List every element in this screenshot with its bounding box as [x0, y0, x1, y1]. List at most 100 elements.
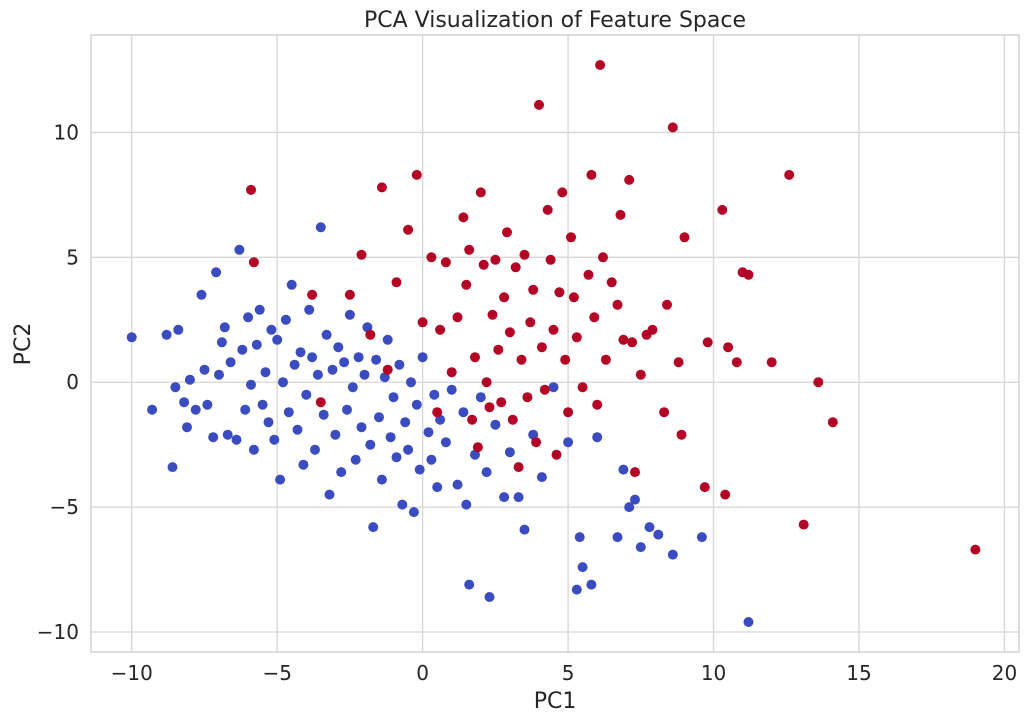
data-point [423, 427, 434, 438]
data-point [519, 524, 530, 535]
data-point [566, 232, 576, 243]
data-point [627, 337, 638, 348]
tick-labels: −10 −5 0 5 10 15 20 −10 −5 0 5 10 [37, 120, 1017, 685]
data-point [359, 369, 370, 380]
data-point [502, 227, 512, 238]
y-tick-label: 5 [66, 245, 79, 269]
data-point [240, 404, 251, 415]
data-point [481, 467, 492, 478]
y-tick-label: 10 [54, 120, 79, 144]
data-point [568, 292, 579, 303]
data-point [452, 479, 463, 490]
data-point [583, 269, 594, 280]
x-tick-label: −10 [111, 661, 153, 685]
data-point [813, 377, 824, 388]
data-point [507, 414, 518, 425]
data-point [161, 329, 172, 340]
data-point [307, 289, 318, 300]
data-point [513, 462, 524, 473]
data-point [280, 314, 291, 325]
data-point [667, 549, 678, 560]
data-point [513, 492, 524, 503]
data-point [784, 169, 795, 180]
data-point [406, 377, 416, 388]
data-point [458, 212, 469, 223]
data-point [426, 454, 437, 465]
data-point [970, 544, 981, 555]
data-point [173, 324, 184, 335]
data-point [391, 452, 402, 463]
data-point [292, 424, 303, 435]
data-point [333, 342, 344, 353]
data-point [536, 472, 547, 483]
data-point [356, 249, 367, 260]
data-point [612, 532, 623, 543]
data-point [257, 399, 268, 410]
data-point [516, 354, 527, 365]
data-point [539, 384, 550, 395]
data-point [606, 277, 617, 288]
data-point [304, 304, 315, 315]
data-point [589, 312, 600, 323]
data-point [435, 414, 446, 425]
data-point [536, 342, 547, 353]
data-point [246, 184, 256, 195]
data-point [586, 579, 597, 590]
data-point [248, 257, 259, 268]
y-tick-label: 0 [66, 370, 79, 394]
data-point [275, 474, 286, 485]
x-tick-label: 10 [701, 661, 726, 685]
data-point [470, 352, 480, 363]
data-point [659, 407, 670, 418]
data-point [182, 422, 192, 433]
data-point [554, 287, 565, 298]
data-point [167, 462, 178, 473]
data-point [365, 329, 376, 340]
data-point [286, 279, 297, 290]
data-point [414, 464, 425, 475]
data-point [653, 529, 664, 540]
data-point [615, 209, 626, 220]
data-point [493, 344, 504, 355]
data-point [330, 429, 341, 440]
data-point [411, 399, 422, 410]
data-point [528, 284, 539, 295]
data-point [461, 499, 472, 510]
data-point [519, 249, 530, 260]
data-point [298, 459, 309, 470]
data-point [362, 322, 373, 333]
data-point [542, 204, 553, 215]
data-point [630, 494, 640, 505]
data-point [630, 467, 640, 478]
data-point [315, 397, 326, 408]
data-point [263, 417, 274, 428]
data-point [225, 357, 236, 368]
data-point [717, 204, 728, 215]
data-point [307, 352, 318, 363]
x-tick-label: 20 [992, 661, 1017, 685]
data-point [336, 467, 347, 478]
data-point [798, 519, 809, 530]
data-point [403, 444, 414, 455]
data-point [612, 299, 623, 310]
data-point [531, 437, 542, 448]
data-point [356, 422, 367, 433]
data-point [551, 449, 562, 460]
data-point [440, 257, 451, 268]
data-point [248, 444, 259, 455]
data-point [557, 187, 568, 198]
data-point [743, 617, 754, 627]
data-point [696, 532, 707, 543]
data-point [490, 254, 501, 265]
data-point [432, 482, 443, 493]
data-point [647, 324, 658, 335]
x-tick-label: −5 [262, 661, 291, 685]
data-point [196, 289, 207, 300]
grid-lines [91, 35, 1019, 652]
data-point [481, 377, 492, 388]
data-point [184, 374, 195, 385]
data-point [400, 417, 411, 428]
data-point [496, 397, 507, 408]
data-point [289, 359, 300, 370]
